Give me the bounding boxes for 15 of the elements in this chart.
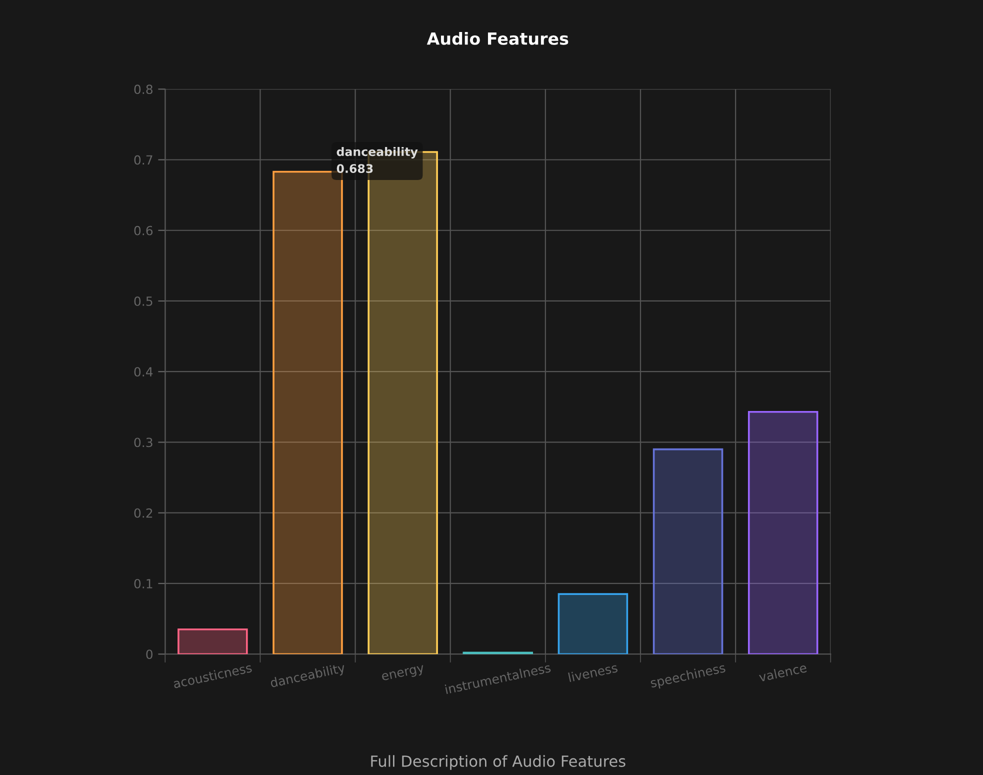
y-tick-label: 0.5 <box>134 296 152 306</box>
y-tick-label: 0.6 <box>134 226 153 236</box>
y-tick-label: 0.7 <box>134 155 152 165</box>
y-tick-label: 0.2 <box>134 508 152 518</box>
y-tick-label: 0.8 <box>134 84 152 94</box>
x-tick-label: liveness <box>568 662 618 682</box>
y-tick-label: 0 <box>146 650 153 660</box>
x-tick-label: valence <box>758 662 808 682</box>
chart-title: Audio Features <box>426 32 568 45</box>
annotation: danceability 0.683 <box>336 146 418 173</box>
y-tick-label: 0.3 <box>134 438 152 448</box>
y-tick-label: 0.1 <box>134 578 152 588</box>
x-tick-label: energy <box>381 664 426 684</box>
y-tick-label: 0.4 <box>134 367 153 377</box>
x-axis-title: Full Description of Audio Features <box>371 755 626 770</box>
